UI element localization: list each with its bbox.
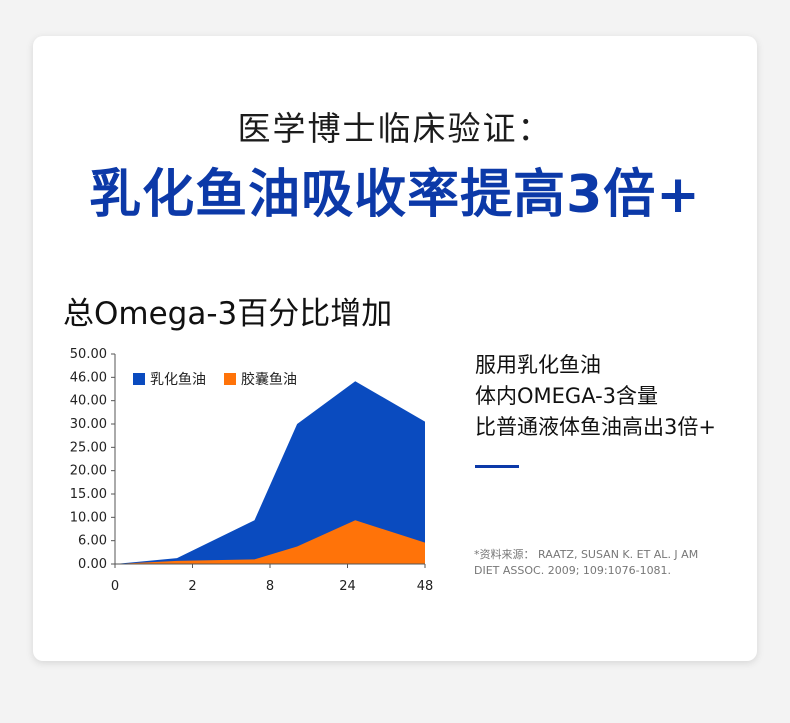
y-tick-label: 10.00 (70, 510, 107, 525)
description: 服用乳化鱼油 体内OMEGA-3含量 比普通液体鱼油高出3倍+ (475, 350, 716, 443)
source-line: DIET ASSOC. 2009; 109:1076-1081. (474, 564, 672, 577)
source-citation: *资料来源： RAATZ, SUSAN K. ET AL. J AM DIET … (474, 547, 724, 579)
x-tick-label: 2 (188, 579, 196, 594)
series-area-1 (115, 520, 425, 564)
x-tick-label: 48 (417, 579, 434, 594)
page-subtitle: 医学博士临床验证： (237, 109, 553, 148)
legend-label-0: 乳化鱼油 (150, 371, 206, 388)
y-tick-label: 15.00 (70, 487, 107, 502)
legend-label-1: 胶囊鱼油 (241, 371, 297, 388)
accent-divider (475, 465, 519, 468)
y-tick-label: 25.00 (70, 440, 107, 455)
y-tick-label: 6.00 (78, 534, 107, 549)
legend-swatch-0 (133, 373, 145, 385)
description-line: 比普通液体鱼油高出3倍+ (475, 415, 716, 439)
y-tick-label: 40.00 (70, 394, 107, 409)
x-tick-label: 0 (111, 579, 119, 594)
x-tick-label: 8 (266, 579, 274, 594)
chart-title: 总Omega-3百分比增加 (63, 296, 393, 332)
description-line: 体内OMEGA-3含量 (475, 384, 659, 408)
source-line: *资料来源： RAATZ, SUSAN K. ET AL. J AM (474, 548, 699, 561)
y-tick-label: 46.00 (70, 370, 107, 385)
series-area-0 (115, 381, 425, 564)
description-line: 服用乳化鱼油 (475, 353, 601, 377)
y-tick-label: 30.00 (70, 417, 107, 432)
x-tick-label: 24 (339, 579, 356, 594)
y-tick-label: 20.00 (70, 464, 107, 479)
y-tick-label: 0.00 (78, 557, 107, 572)
legend-swatch-1 (224, 373, 236, 385)
y-tick-label: 50.00 (70, 347, 107, 362)
page-title: 乳化鱼油吸收率提高3倍+ (89, 165, 701, 225)
